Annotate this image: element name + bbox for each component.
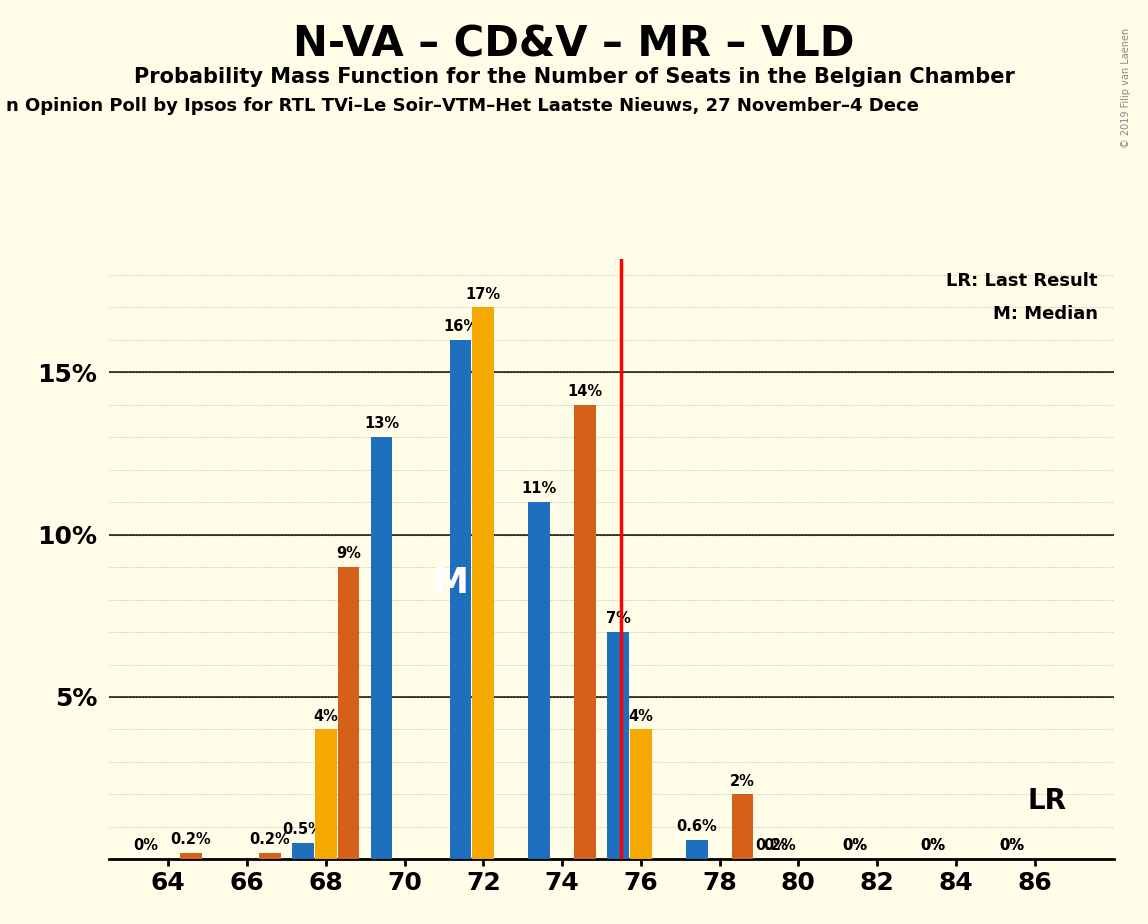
Text: 0%: 0% [841,838,867,854]
Text: 16%: 16% [443,319,478,334]
Text: 0%: 0% [921,838,946,854]
Bar [607,632,629,859]
Bar [731,795,753,859]
Text: N-VA – CD&V – MR – VLD: N-VA – CD&V – MR – VLD [293,23,855,65]
Text: 0.2%: 0.2% [755,838,796,854]
Text: 2%: 2% [730,773,755,788]
Text: 0%: 0% [1000,838,1024,854]
Text: 14%: 14% [567,384,603,399]
Text: M: M [432,566,468,601]
Bar [473,308,494,859]
Bar [338,567,359,859]
Text: 0%: 0% [841,838,867,854]
Bar [450,340,472,859]
Text: 13%: 13% [364,417,400,432]
Text: Probability Mass Function for the Number of Seats in the Belgian Chamber: Probability Mass Function for the Number… [133,67,1015,87]
Bar [180,853,202,859]
Text: 0%: 0% [921,838,946,854]
Text: 17%: 17% [466,286,501,301]
Text: 0.6%: 0.6% [676,819,718,834]
Text: 0%: 0% [1000,838,1024,854]
Bar [687,840,707,859]
Text: 0.5%: 0.5% [282,822,324,837]
Bar [292,843,313,859]
Text: 0%: 0% [133,838,157,854]
Bar [371,437,393,859]
Text: 4%: 4% [628,709,653,723]
Text: 9%: 9% [336,546,360,561]
Text: 0.2%: 0.2% [249,832,290,847]
Text: © 2019 Filip van Laenen: © 2019 Filip van Laenen [1120,28,1131,148]
Text: M: Median: M: Median [993,305,1097,322]
Text: 0%: 0% [763,838,788,854]
Text: n Opinion Poll by Ipsos for RTL TVi–Le Soir–VTM–Het Laatste Nieuws, 27 November–: n Opinion Poll by Ipsos for RTL TVi–Le S… [6,97,918,115]
Text: LR: Last Result: LR: Last Result [946,273,1097,290]
Text: 0.2%: 0.2% [171,832,211,847]
Bar [630,729,652,859]
Text: 7%: 7% [605,611,630,626]
Text: 4%: 4% [313,709,339,723]
Bar [574,405,596,859]
Bar [315,729,336,859]
Bar [259,853,280,859]
Text: LR: LR [1027,787,1066,815]
Text: 11%: 11% [521,481,557,496]
Bar [528,503,550,859]
